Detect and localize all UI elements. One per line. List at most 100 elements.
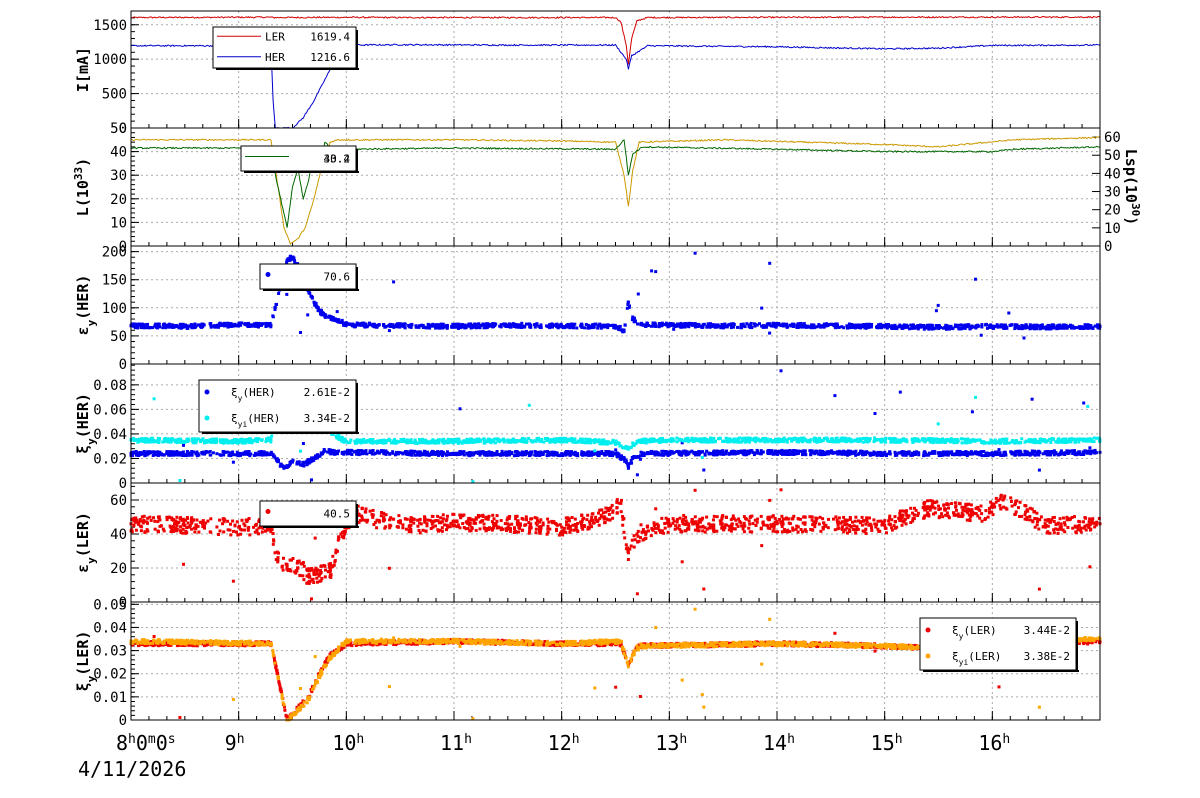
data-point <box>893 440 897 444</box>
data-point <box>1054 452 1058 456</box>
data-point <box>363 451 367 455</box>
data-point <box>739 322 743 326</box>
data-point <box>883 452 887 456</box>
data-point <box>1024 323 1028 327</box>
data-point <box>834 322 838 326</box>
data-point <box>306 313 310 317</box>
data-point <box>663 439 667 443</box>
data-point <box>389 325 393 328</box>
data-point <box>208 438 212 442</box>
data-point <box>744 453 748 457</box>
data-point <box>687 323 690 327</box>
data-point <box>928 440 932 444</box>
data-point <box>233 440 236 444</box>
data-point <box>273 308 277 311</box>
data-point <box>465 437 469 441</box>
data-point <box>385 451 389 454</box>
data-point <box>955 449 959 453</box>
data-point <box>567 450 571 454</box>
data-point <box>661 449 665 453</box>
data-point <box>317 309 321 313</box>
data-point <box>718 436 722 440</box>
data-point <box>194 451 198 455</box>
data-point <box>779 369 783 373</box>
data-point <box>760 439 764 443</box>
data-point <box>260 451 264 455</box>
data-point <box>1030 440 1034 444</box>
data-point <box>844 437 848 441</box>
data-point <box>194 440 198 444</box>
data-point <box>345 452 349 456</box>
data-point <box>395 452 399 456</box>
data-point <box>270 434 274 438</box>
data-point <box>700 324 704 328</box>
data-point <box>843 439 847 443</box>
data-point <box>772 439 775 443</box>
data-point <box>699 437 703 441</box>
data-point <box>913 439 917 443</box>
data-point <box>340 451 344 455</box>
data-point <box>902 326 906 329</box>
data-point <box>970 439 974 443</box>
data-point <box>653 453 657 457</box>
data-point <box>161 440 165 444</box>
data-point <box>1068 438 1072 442</box>
data-point <box>768 452 772 456</box>
data-point <box>818 436 822 440</box>
data-point <box>715 449 719 453</box>
y-tick-label: 0 <box>119 357 127 373</box>
data-point <box>152 450 156 454</box>
data-point <box>543 437 547 440</box>
data-point <box>584 323 588 326</box>
data-point <box>132 324 136 328</box>
data-point <box>483 438 487 442</box>
data-point <box>550 440 554 444</box>
data-point <box>957 450 961 453</box>
data-point <box>933 326 937 330</box>
data-point <box>363 450 367 454</box>
data-point <box>990 452 994 456</box>
data-point <box>697 450 701 454</box>
data-point <box>199 438 203 442</box>
data-point <box>410 453 414 457</box>
data-point <box>377 323 381 327</box>
data-point <box>656 452 660 456</box>
data-point <box>663 323 667 326</box>
data-point <box>982 450 986 453</box>
data-point <box>606 326 610 330</box>
data-point <box>175 324 179 327</box>
data-point <box>702 468 706 472</box>
data-point <box>181 325 185 329</box>
data-point <box>404 440 407 443</box>
data-point <box>813 452 817 456</box>
data-point <box>910 326 914 330</box>
data-point <box>154 325 158 329</box>
data-point <box>285 292 289 296</box>
data-point <box>531 440 535 444</box>
data-point <box>910 453 914 457</box>
data-point <box>474 326 478 330</box>
data-point <box>618 328 622 332</box>
data-point <box>1011 439 1015 442</box>
data-point <box>490 453 494 457</box>
data-point <box>980 440 984 444</box>
data-point <box>310 456 314 460</box>
data-point <box>318 454 322 458</box>
data-point <box>189 323 193 326</box>
data-point <box>545 439 549 442</box>
data-point <box>670 450 674 454</box>
data-point <box>308 291 312 295</box>
data-point <box>1097 436 1101 440</box>
data-point <box>803 325 807 329</box>
data-point <box>942 452 946 456</box>
data-point <box>566 438 569 442</box>
data-point <box>262 450 266 454</box>
data-point <box>371 322 375 326</box>
data-point <box>901 451 905 455</box>
data-point <box>760 324 764 328</box>
data-point <box>917 453 921 457</box>
y-tick-label: 0.02 <box>93 451 127 467</box>
